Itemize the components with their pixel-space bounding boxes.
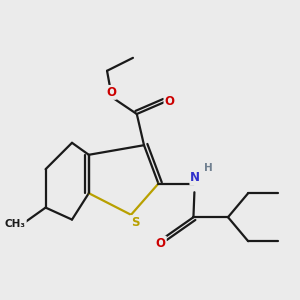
Text: O: O (164, 94, 174, 107)
Text: S: S (130, 216, 139, 229)
Text: O: O (106, 86, 116, 99)
Text: H: H (204, 163, 213, 173)
Text: CH₃: CH₃ (5, 219, 26, 229)
Text: N: N (190, 171, 200, 184)
Text: O: O (156, 237, 166, 250)
